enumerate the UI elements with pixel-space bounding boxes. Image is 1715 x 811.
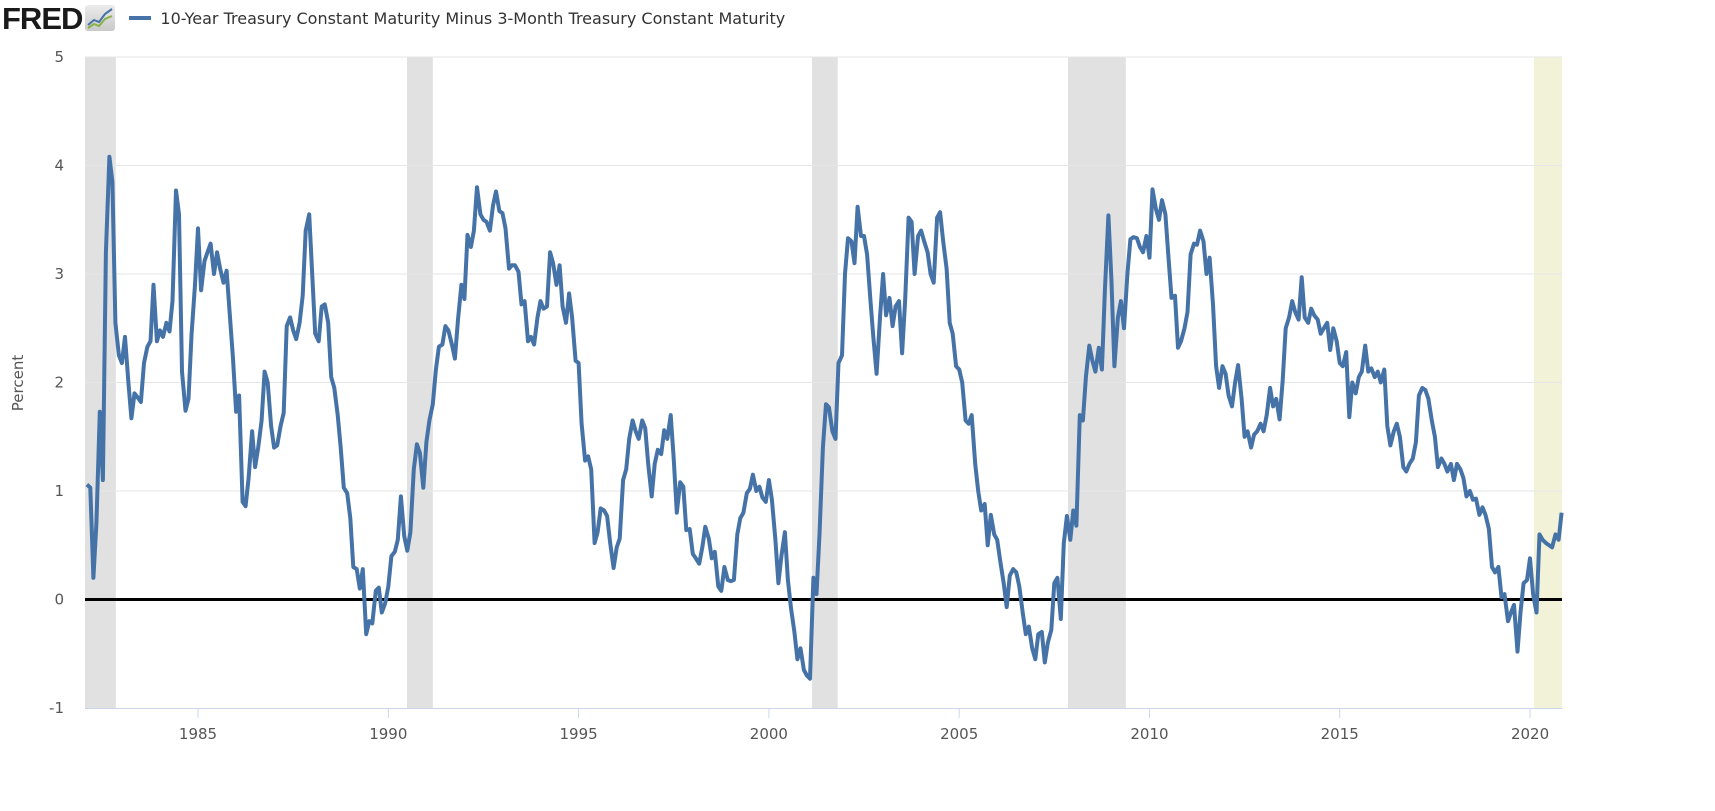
x-tick-label: 2000: [750, 725, 788, 743]
legend-swatch: [129, 16, 152, 20]
x-tick-label: 2020: [1511, 725, 1549, 743]
y-tick-label: 0: [54, 591, 64, 609]
x-tick-label: 1995: [560, 725, 598, 743]
y-tick-label: 3: [54, 265, 64, 283]
chart-header: FRED 10-Year Treasury Constant Maturity …: [0, 0, 1715, 36]
fred-logo[interactable]: FRED: [2, 0, 83, 36]
fred-graph-icon: [85, 5, 116, 31]
x-tick-label: 1985: [179, 725, 217, 743]
x-tick-label: 2010: [1130, 725, 1168, 743]
y-axis-ticks: -1 0 1 2 3 4 5: [49, 48, 64, 717]
y-axis-title: Percent: [9, 355, 27, 412]
y-tick-label: 5: [54, 48, 64, 66]
y-tick-label: -1: [49, 699, 64, 717]
x-tick-label: 2005: [940, 725, 978, 743]
series-line[interactable]: [85, 154, 1564, 681]
y-tick-label: 2: [54, 374, 64, 392]
x-tick-label: 1990: [369, 725, 407, 743]
x-tick-label: 2015: [1321, 725, 1359, 743]
x-axis: 1985 1990 1995 2000 2005 2010 2015 2020: [85, 708, 1562, 743]
legend-label: 10-Year Treasury Constant Maturity Minus…: [160, 8, 786, 28]
y-tick-label: 4: [54, 157, 64, 175]
y-tick-label: 1: [54, 482, 64, 500]
legend[interactable]: 10-Year Treasury Constant Maturity Minus…: [129, 9, 785, 28]
